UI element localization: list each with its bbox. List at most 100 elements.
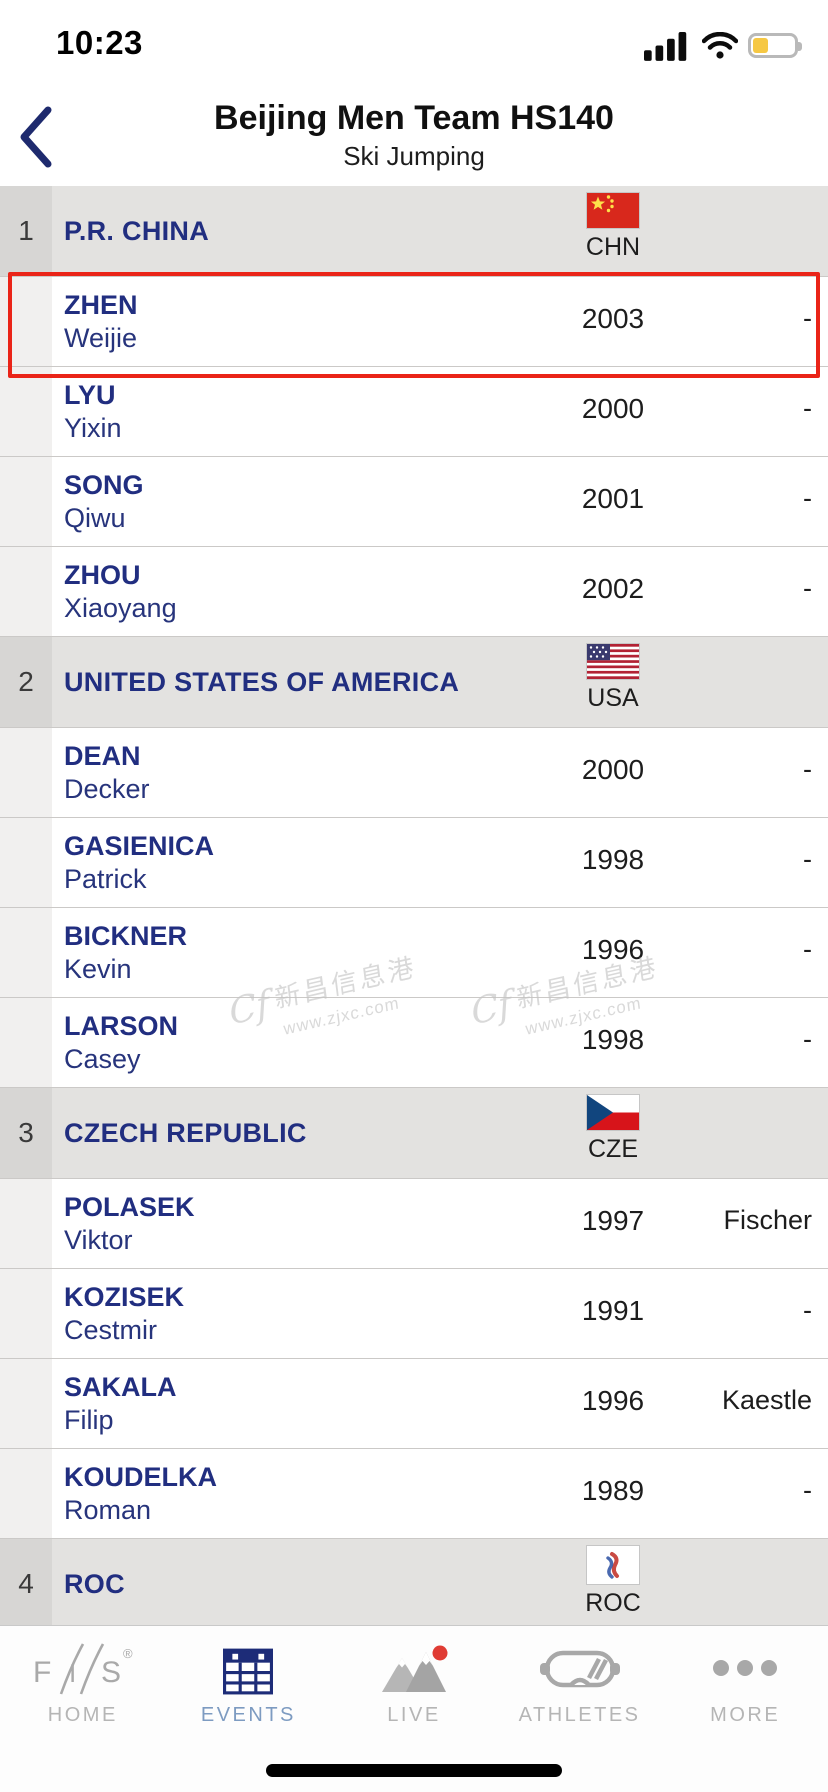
flag-roc-icon xyxy=(587,1546,639,1584)
status-bar: 10:23 xyxy=(0,0,828,90)
birth-year: 2003 xyxy=(581,302,645,334)
team-rank: 4 xyxy=(0,1539,52,1629)
athlete-first-name: Qiwu xyxy=(64,502,126,533)
athlete-last-name: SAKALA xyxy=(64,1371,177,1402)
birth-year: 2001 xyxy=(581,482,645,514)
tab-athletes[interactable]: ATHLETES xyxy=(497,1640,663,1792)
tab-home[interactable]: F I S ® HOME xyxy=(0,1640,166,1792)
birth-year: 1997 xyxy=(581,1204,645,1236)
team-code: CZE xyxy=(588,1135,638,1163)
equipment: - xyxy=(803,1295,812,1325)
birth-year: 1989 xyxy=(581,1474,645,1506)
team-name: ROC xyxy=(64,1568,125,1599)
athlete-last-name: BICKNER xyxy=(64,920,188,951)
athlete-last-name: SONG xyxy=(64,469,144,500)
flag-usa-icon xyxy=(587,644,639,679)
birth-year: 2002 xyxy=(581,572,645,604)
birth-year: 2000 xyxy=(581,753,645,785)
team-rank: 1 xyxy=(0,186,52,276)
birth-year: 1998 xyxy=(581,843,645,875)
battery-fill xyxy=(753,38,768,53)
tab-more[interactable]: MORE xyxy=(662,1640,828,1792)
equipment: Fischer xyxy=(723,1205,812,1235)
athlete-last-name: ZHOU xyxy=(64,559,141,590)
athlete-row[interactable]: KOUDELKA Roman 1989 - xyxy=(0,1449,828,1539)
equipment: - xyxy=(803,573,812,603)
signal-strength-icon xyxy=(644,32,687,61)
equipment: - xyxy=(803,754,812,784)
live-badge-dot xyxy=(432,1645,448,1661)
equipment: - xyxy=(803,844,812,874)
athlete-first-name: Xiaoyang xyxy=(64,592,177,623)
team-code: CHN xyxy=(585,233,641,261)
wifi-icon xyxy=(702,32,738,59)
athlete-row[interactable]: DEAN Decker 2000 - xyxy=(0,728,828,818)
athlete-first-name: Filip xyxy=(64,1404,114,1435)
athlete-row[interactable]: SONG Qiwu 2001 - xyxy=(0,457,828,547)
team-row[interactable]: 4 ROC ROC xyxy=(0,1539,828,1630)
svg-text:®: ® xyxy=(123,1646,133,1661)
team-code: USA xyxy=(587,684,639,712)
athlete-last-name: LARSON xyxy=(64,1010,178,1041)
athlete-last-name: GASIENICA xyxy=(64,830,215,861)
athlete-last-name: KOZISEK xyxy=(64,1281,185,1312)
goggles-icon xyxy=(539,1650,620,1688)
athlete-row[interactable]: LYU Yixin 2000 - xyxy=(0,367,828,457)
athlete-row[interactable]: ZHEN Weijie 2003 - xyxy=(0,277,828,367)
birth-year: 1996 xyxy=(581,1384,645,1416)
home-indicator[interactable] xyxy=(266,1764,562,1777)
results-table: 1 P.R. CHINA CHN ZHEN Weijie xyxy=(0,186,828,1630)
birth-year: 2000 xyxy=(581,392,645,424)
athlete-first-name: Decker xyxy=(64,773,150,804)
athlete-row[interactable]: POLASEK Viktor 1997 Fischer xyxy=(0,1179,828,1269)
team-name: CZECH REPUBLIC xyxy=(64,1117,307,1148)
athlete-last-name: POLASEK xyxy=(64,1191,195,1222)
equipment: Kaestle xyxy=(721,1385,812,1415)
athlete-last-name: DEAN xyxy=(64,740,141,771)
team-row[interactable]: 1 P.R. CHINA CHN xyxy=(0,186,828,277)
team-row[interactable]: 3 CZECH REPUBLIC CZE xyxy=(0,1088,828,1179)
flag-chn-icon xyxy=(587,193,639,228)
team-rank: 3 xyxy=(0,1088,52,1178)
team-name: P.R. CHINA xyxy=(64,215,210,246)
flag-cze-icon xyxy=(587,1095,639,1130)
athlete-last-name: ZHEN xyxy=(64,289,138,320)
equipment: - xyxy=(803,393,812,423)
athlete-row[interactable]: KOZISEK Cestmir 1991 - xyxy=(0,1269,828,1359)
athlete-first-name: Viktor xyxy=(64,1224,133,1255)
athlete-last-name: KOUDELKA xyxy=(64,1461,217,1492)
athlete-row[interactable]: SAKALA Filip 1996 Kaestle xyxy=(0,1359,828,1449)
equipment: - xyxy=(803,934,812,964)
athlete-first-name: Roman xyxy=(64,1494,152,1525)
equipment: - xyxy=(803,303,812,333)
page-subtitle: Ski Jumping xyxy=(343,141,485,171)
back-chevron-icon[interactable] xyxy=(14,102,58,172)
clock: 10:23 xyxy=(56,24,143,61)
mountains-icon xyxy=(381,1645,448,1692)
tab-events[interactable]: EVENTS xyxy=(166,1640,332,1792)
ellipsis-icon xyxy=(713,1660,778,1676)
athlete-first-name: Yixin xyxy=(64,412,122,443)
birth-year: 1996 xyxy=(581,933,645,965)
equipment: - xyxy=(803,1024,812,1054)
equipment: - xyxy=(803,1475,812,1505)
svg-text:S: S xyxy=(101,1656,121,1689)
athlete-row[interactable]: LARSON Casey 1998 - xyxy=(0,998,828,1088)
athlete-row[interactable]: BICKNER Kevin 1996 - xyxy=(0,908,828,998)
equipment: - xyxy=(803,483,812,513)
fis-logo-icon: F I S ® xyxy=(33,1643,133,1695)
birth-year: 1998 xyxy=(581,1023,645,1055)
battery-icon xyxy=(748,33,802,58)
nav-header: Beijing Men Team HS140 Ski Jumping xyxy=(0,90,828,186)
athlete-row[interactable]: ZHOU Xiaoyang 2002 - xyxy=(0,547,828,637)
team-rank: 2 xyxy=(0,637,52,727)
athlete-row[interactable]: GASIENICA Patrick 1998 - xyxy=(0,818,828,908)
team-row[interactable]: 2 UNITED STATES OF AMERICA xyxy=(0,637,828,728)
team-code: ROC xyxy=(585,1589,641,1617)
birth-year: 1991 xyxy=(581,1294,645,1326)
athlete-first-name: Casey xyxy=(64,1043,141,1074)
team-name: UNITED STATES OF AMERICA xyxy=(64,666,460,697)
calendar-grid-icon xyxy=(223,1648,274,1695)
tab-live[interactable]: LIVE xyxy=(331,1640,497,1792)
